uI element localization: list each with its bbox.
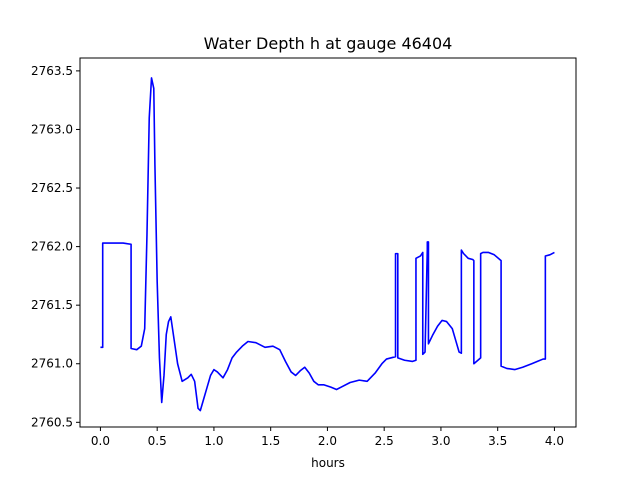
- x-tick-label: 2.0: [318, 434, 337, 448]
- x-tick-label: 1.0: [204, 434, 223, 448]
- x-tick-label: 2.5: [375, 434, 394, 448]
- x-tick-label: 0.5: [148, 434, 167, 448]
- x-tick-label: 0.0: [91, 434, 110, 448]
- series-layer: [100, 77, 555, 412]
- x-tick-label: 1.5: [261, 434, 280, 448]
- x-tick-label: 3.0: [431, 434, 450, 448]
- y-tick-label: 2762.0: [31, 240, 73, 254]
- y-tick-label: 2763.0: [31, 122, 73, 136]
- y-tick-label: 2761.5: [31, 298, 73, 312]
- y-axis: 2760.5 2761.0 2761.5 2762.0 2762.5 2763.0 2763…: [31, 64, 80, 429]
- x-axis: 0.0 0.5 1.0 1.5 2.0 2.5 3.0 3.5 4.0: [91, 427, 564, 448]
- y-tick-label: 2761.0: [31, 357, 73, 371]
- plot-area: [80, 58, 576, 427]
- series-line: [100, 77, 555, 412]
- y-tick-label: 2763.5: [31, 64, 73, 78]
- plot-frame: [79, 57, 577, 428]
- y-tick-label: 2760.5: [31, 415, 73, 429]
- x-tick-label: 4.0: [545, 434, 564, 448]
- x-axis-label: hours: [311, 456, 345, 470]
- x-tick-label: 3.5: [488, 434, 507, 448]
- chart-title: Water Depth h at gauge 46404: [204, 34, 453, 53]
- y-tick-label: 2762.5: [31, 181, 73, 195]
